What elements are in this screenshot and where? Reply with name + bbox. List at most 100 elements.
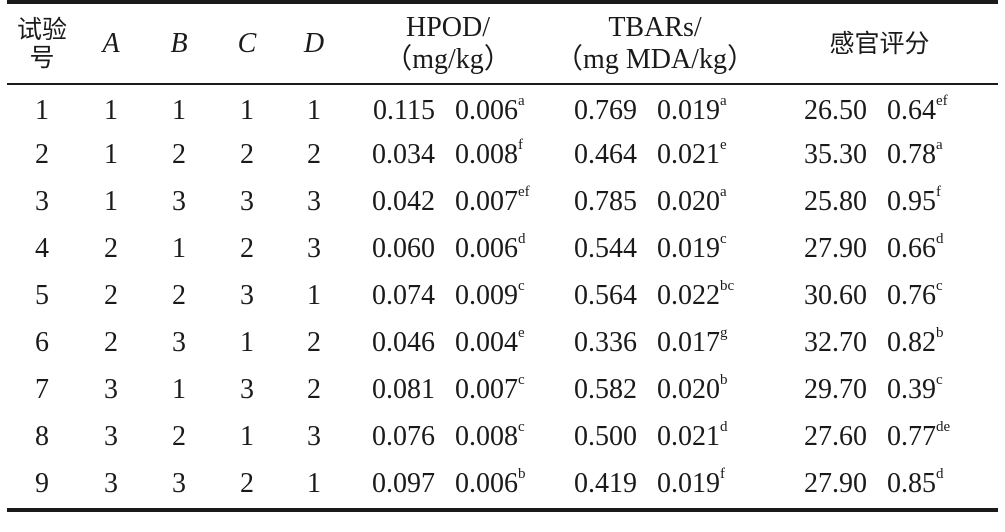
cell-trial-no: 9 bbox=[7, 460, 77, 512]
cell-factor-b: 1 bbox=[145, 84, 213, 131]
cell-score-mean-value: 27.90 bbox=[804, 468, 867, 499]
cell-factor-d: 3 bbox=[281, 413, 347, 460]
cell-hpod-mean-value: 0.081 bbox=[372, 373, 435, 405]
header-trial-no: 试验 号 bbox=[7, 0, 77, 85]
cell-score-mean: 27.90 bbox=[761, 225, 881, 272]
significance-letter: d bbox=[720, 418, 728, 435]
cell-factor-c-value: 3 bbox=[240, 373, 254, 405]
cell-factor-c: 2 bbox=[213, 131, 281, 178]
cell-factor-b-value: 3 bbox=[172, 468, 186, 499]
cell-factor-a: 3 bbox=[77, 366, 145, 413]
cell-score-sd-value: 0.85 bbox=[887, 468, 936, 499]
cell-hpod-sd-value: 0.006 bbox=[455, 232, 518, 264]
significance-letter: a bbox=[936, 136, 943, 153]
cell-factor-d: 2 bbox=[281, 131, 347, 178]
cell-trial-no-value: 4 bbox=[35, 232, 49, 264]
significance-letter: a bbox=[720, 93, 727, 109]
cell-hpod-sd: 0.004e bbox=[449, 319, 549, 366]
cell-tbars-mean: 0.564 bbox=[549, 272, 651, 319]
cell-hpod-sd-value: 0.006 bbox=[455, 468, 518, 499]
cell-factor-b: 3 bbox=[145, 319, 213, 366]
cell-score-mean: 29.70 bbox=[761, 366, 881, 413]
cell-hpod-mean: 0.074 bbox=[347, 272, 449, 319]
cell-tbars-mean: 0.785 bbox=[549, 178, 651, 225]
table-row: 2 1 2 2 2 0.034 0.008f 0.464 0.021e 35.30 0.78a bbox=[7, 131, 998, 178]
orthogonal-test-table: 试验 号 A B C D HPOD/ （mg/kg） TBARs/ （mg MD… bbox=[7, 0, 999, 512]
cell-hpod-sd: 0.009c bbox=[449, 272, 549, 319]
header-tbars-line2: （mg MDA/kg） bbox=[555, 43, 755, 75]
cell-hpod-mean: 0.060 bbox=[347, 225, 449, 272]
significance-letter: b bbox=[518, 466, 526, 482]
cell-tbars-mean-value: 0.582 bbox=[574, 373, 637, 405]
cell-score-mean-value: 27.90 bbox=[804, 232, 867, 264]
cell-factor-c: 1 bbox=[213, 319, 281, 366]
cell-factor-c: 3 bbox=[213, 272, 281, 319]
cell-trial-no: 2 bbox=[7, 131, 77, 178]
significance-letter: c bbox=[936, 371, 943, 388]
cell-factor-b: 2 bbox=[145, 272, 213, 319]
header-factor-b: B bbox=[145, 0, 213, 85]
cell-score-sd-value: 0.78 bbox=[887, 138, 936, 170]
cell-tbars-mean-value: 0.464 bbox=[574, 138, 637, 170]
cell-hpod-mean: 0.081 bbox=[347, 366, 449, 413]
significance-letter: d bbox=[518, 230, 526, 247]
cell-factor-d: 2 bbox=[281, 319, 347, 366]
header-trial-line2: 号 bbox=[29, 42, 55, 72]
cell-tbars-mean: 0.769 bbox=[549, 84, 651, 131]
cell-trial-no-value: 3 bbox=[35, 185, 49, 217]
cell-trial-no: 1 bbox=[7, 84, 77, 131]
cell-tbars-sd-value: 0.019 bbox=[657, 468, 720, 499]
cell-factor-c-value: 3 bbox=[240, 279, 254, 311]
cell-score-sd: 0.82b bbox=[881, 319, 998, 366]
cell-score-mean: 26.50 bbox=[761, 84, 881, 131]
cell-factor-a: 2 bbox=[77, 225, 145, 272]
cell-score-mean: 30.60 bbox=[761, 272, 881, 319]
cell-hpod-mean: 0.076 bbox=[347, 413, 449, 460]
cell-factor-d: 1 bbox=[281, 84, 347, 131]
cell-score-sd: 0.66d bbox=[881, 225, 998, 272]
cell-hpod-mean: 0.046 bbox=[347, 319, 449, 366]
cell-factor-c: 1 bbox=[213, 413, 281, 460]
significance-letter: g bbox=[720, 324, 728, 341]
cell-factor-c: 3 bbox=[213, 366, 281, 413]
cell-hpod-mean: 0.097 bbox=[347, 460, 449, 512]
cell-score-mean: 25.80 bbox=[761, 178, 881, 225]
cell-score-sd-value: 0.95 bbox=[887, 185, 936, 217]
significance-letter: e bbox=[518, 324, 525, 341]
cell-hpod-mean: 0.115 bbox=[347, 84, 449, 131]
cell-hpod-sd: 0.008c bbox=[449, 413, 549, 460]
cell-trial-no-value: 2 bbox=[35, 138, 49, 170]
significance-letter: d bbox=[936, 230, 944, 247]
cell-hpod-sd-value: 0.006 bbox=[455, 95, 518, 126]
cell-hpod-sd-value: 0.008 bbox=[455, 420, 518, 452]
significance-letter: de bbox=[936, 418, 951, 435]
cell-factor-a-value: 2 bbox=[104, 279, 118, 311]
cell-hpod-mean-value: 0.115 bbox=[373, 95, 435, 126]
header-tbars-line1: TBARs/ bbox=[608, 12, 702, 44]
cell-factor-d: 1 bbox=[281, 272, 347, 319]
significance-letter: a bbox=[518, 93, 525, 109]
cell-score-sd-value: 0.77 bbox=[887, 420, 936, 452]
cell-factor-b-value: 2 bbox=[172, 138, 186, 170]
cell-tbars-sd: 0.021e bbox=[651, 131, 761, 178]
table-row: 7 3 1 3 2 0.081 0.007c 0.582 0.020b 29.70 0.39c bbox=[7, 366, 998, 413]
significance-letter: ef bbox=[518, 183, 530, 200]
table-row: 5 2 2 3 1 0.074 0.009c 0.564 0.022bc 30.60 0.76c bbox=[7, 272, 998, 319]
cell-hpod-sd: 0.007ef bbox=[449, 178, 549, 225]
cell-score-sd: 0.64ef bbox=[881, 84, 998, 131]
header-factor-d: D bbox=[281, 0, 347, 85]
cell-factor-b: 2 bbox=[145, 131, 213, 178]
cell-score-sd: 0.78a bbox=[881, 131, 998, 178]
cell-tbars-sd-value: 0.020 bbox=[657, 373, 720, 405]
cell-factor-b-value: 1 bbox=[172, 232, 186, 264]
cell-tbars-mean: 0.582 bbox=[549, 366, 651, 413]
cell-factor-c: 2 bbox=[213, 225, 281, 272]
cell-tbars-sd: 0.022bc bbox=[651, 272, 761, 319]
significance-letter: d bbox=[936, 466, 944, 482]
cell-factor-a-value: 2 bbox=[104, 326, 118, 358]
cell-tbars-sd-value: 0.021 bbox=[657, 138, 720, 170]
cell-score-sd-value: 0.82 bbox=[887, 326, 936, 358]
cell-factor-a-value: 3 bbox=[104, 468, 118, 499]
cell-hpod-sd-value: 0.007 bbox=[455, 185, 518, 217]
cell-tbars-sd: 0.019a bbox=[651, 84, 761, 131]
